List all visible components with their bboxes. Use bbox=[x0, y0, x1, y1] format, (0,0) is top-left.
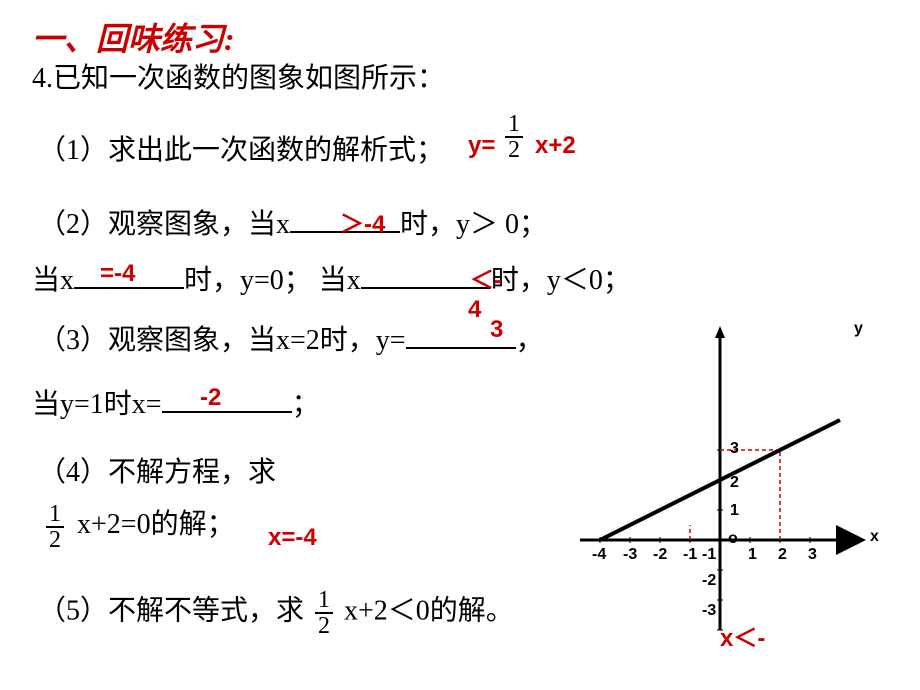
xt-3: 3 bbox=[808, 546, 817, 564]
p1-text: （1）求出此一次函数的解析式； bbox=[38, 128, 444, 168]
xt-2: 2 bbox=[778, 546, 787, 564]
p4-num: 1 bbox=[46, 502, 64, 528]
p2-ans1: ＞-4 bbox=[340, 204, 385, 239]
p3-line1: （3）观察图象，当x=2时，y= ， bbox=[38, 318, 544, 358]
p3-ans1: 3 bbox=[490, 316, 503, 344]
y-arrow bbox=[715, 326, 725, 338]
p2b-end: 时，y＜0； bbox=[491, 265, 631, 296]
yt-neg1: -1 bbox=[702, 546, 716, 564]
yt-2: 2 bbox=[730, 474, 739, 492]
yt-neg2: -2 bbox=[702, 572, 716, 590]
p2b-text: 当x bbox=[32, 265, 74, 296]
p2-ans2: =-4 bbox=[100, 260, 135, 288]
p5b-text: x+2＜0的解。 bbox=[344, 595, 514, 626]
p1-ans-post: x+2 bbox=[535, 132, 576, 160]
p5-den: 2 bbox=[315, 614, 333, 638]
yt-1: 1 bbox=[730, 502, 739, 520]
p1-num: 1 bbox=[505, 112, 523, 138]
origin-label: o bbox=[728, 530, 738, 548]
xt-neg3: -3 bbox=[623, 546, 637, 564]
xt-neg2: -2 bbox=[653, 546, 667, 564]
p4-ans: x=-4 bbox=[268, 524, 317, 552]
xt-neg1: -1 bbox=[683, 546, 697, 564]
p1-frac: 1 2 bbox=[505, 112, 523, 162]
p5-num: 1 bbox=[315, 588, 333, 614]
p3a-end: ， bbox=[516, 325, 544, 356]
p3-line2: 当y=1时x= ； bbox=[32, 382, 320, 422]
yt-3: 3 bbox=[730, 440, 739, 458]
p2-ans3: ＜- bbox=[470, 260, 502, 295]
p4b-text: x+2=0的解； bbox=[77, 509, 235, 540]
xt-neg4: -4 bbox=[592, 546, 606, 564]
p3b-text: 当y=1时x= bbox=[32, 389, 162, 420]
p5a-text: （5）不解不等式，求 bbox=[38, 595, 304, 626]
y-label: y bbox=[854, 320, 863, 338]
p3-ans2: -2 bbox=[200, 384, 221, 412]
p4-line2: 1 2 x+2=0的解； bbox=[46, 502, 235, 552]
p2-line1: （2）观察图象，当x 时，y＞ 0； bbox=[38, 202, 547, 242]
x-label: x bbox=[870, 528, 879, 546]
xt-1: 1 bbox=[748, 546, 757, 564]
p2b-mid: 时，y=0； 当x bbox=[184, 265, 361, 296]
p2a-end: 时，y＞ 0； bbox=[400, 209, 547, 240]
yt-neg3: -3 bbox=[702, 602, 716, 620]
p3b-end: ； bbox=[292, 389, 320, 420]
section-header: 一、回味练习: bbox=[32, 14, 235, 60]
q4-stem: 4.已知一次函数的图象如图所示： bbox=[32, 56, 445, 96]
p5-line1: （5）不解不等式，求 1 2 x+2＜0的解。 bbox=[38, 588, 514, 638]
p1-den: 2 bbox=[505, 138, 523, 162]
p4-line1: （4）不解方程，求 bbox=[38, 450, 276, 490]
p3a-text: （3）观察图象，当x=2时，y= bbox=[38, 325, 406, 356]
p2a-text: （2）观察图象，当x bbox=[38, 209, 290, 240]
p4-den: 2 bbox=[46, 528, 64, 552]
p1-ans-pre: y= bbox=[468, 132, 495, 160]
graph-svg bbox=[560, 320, 880, 640]
